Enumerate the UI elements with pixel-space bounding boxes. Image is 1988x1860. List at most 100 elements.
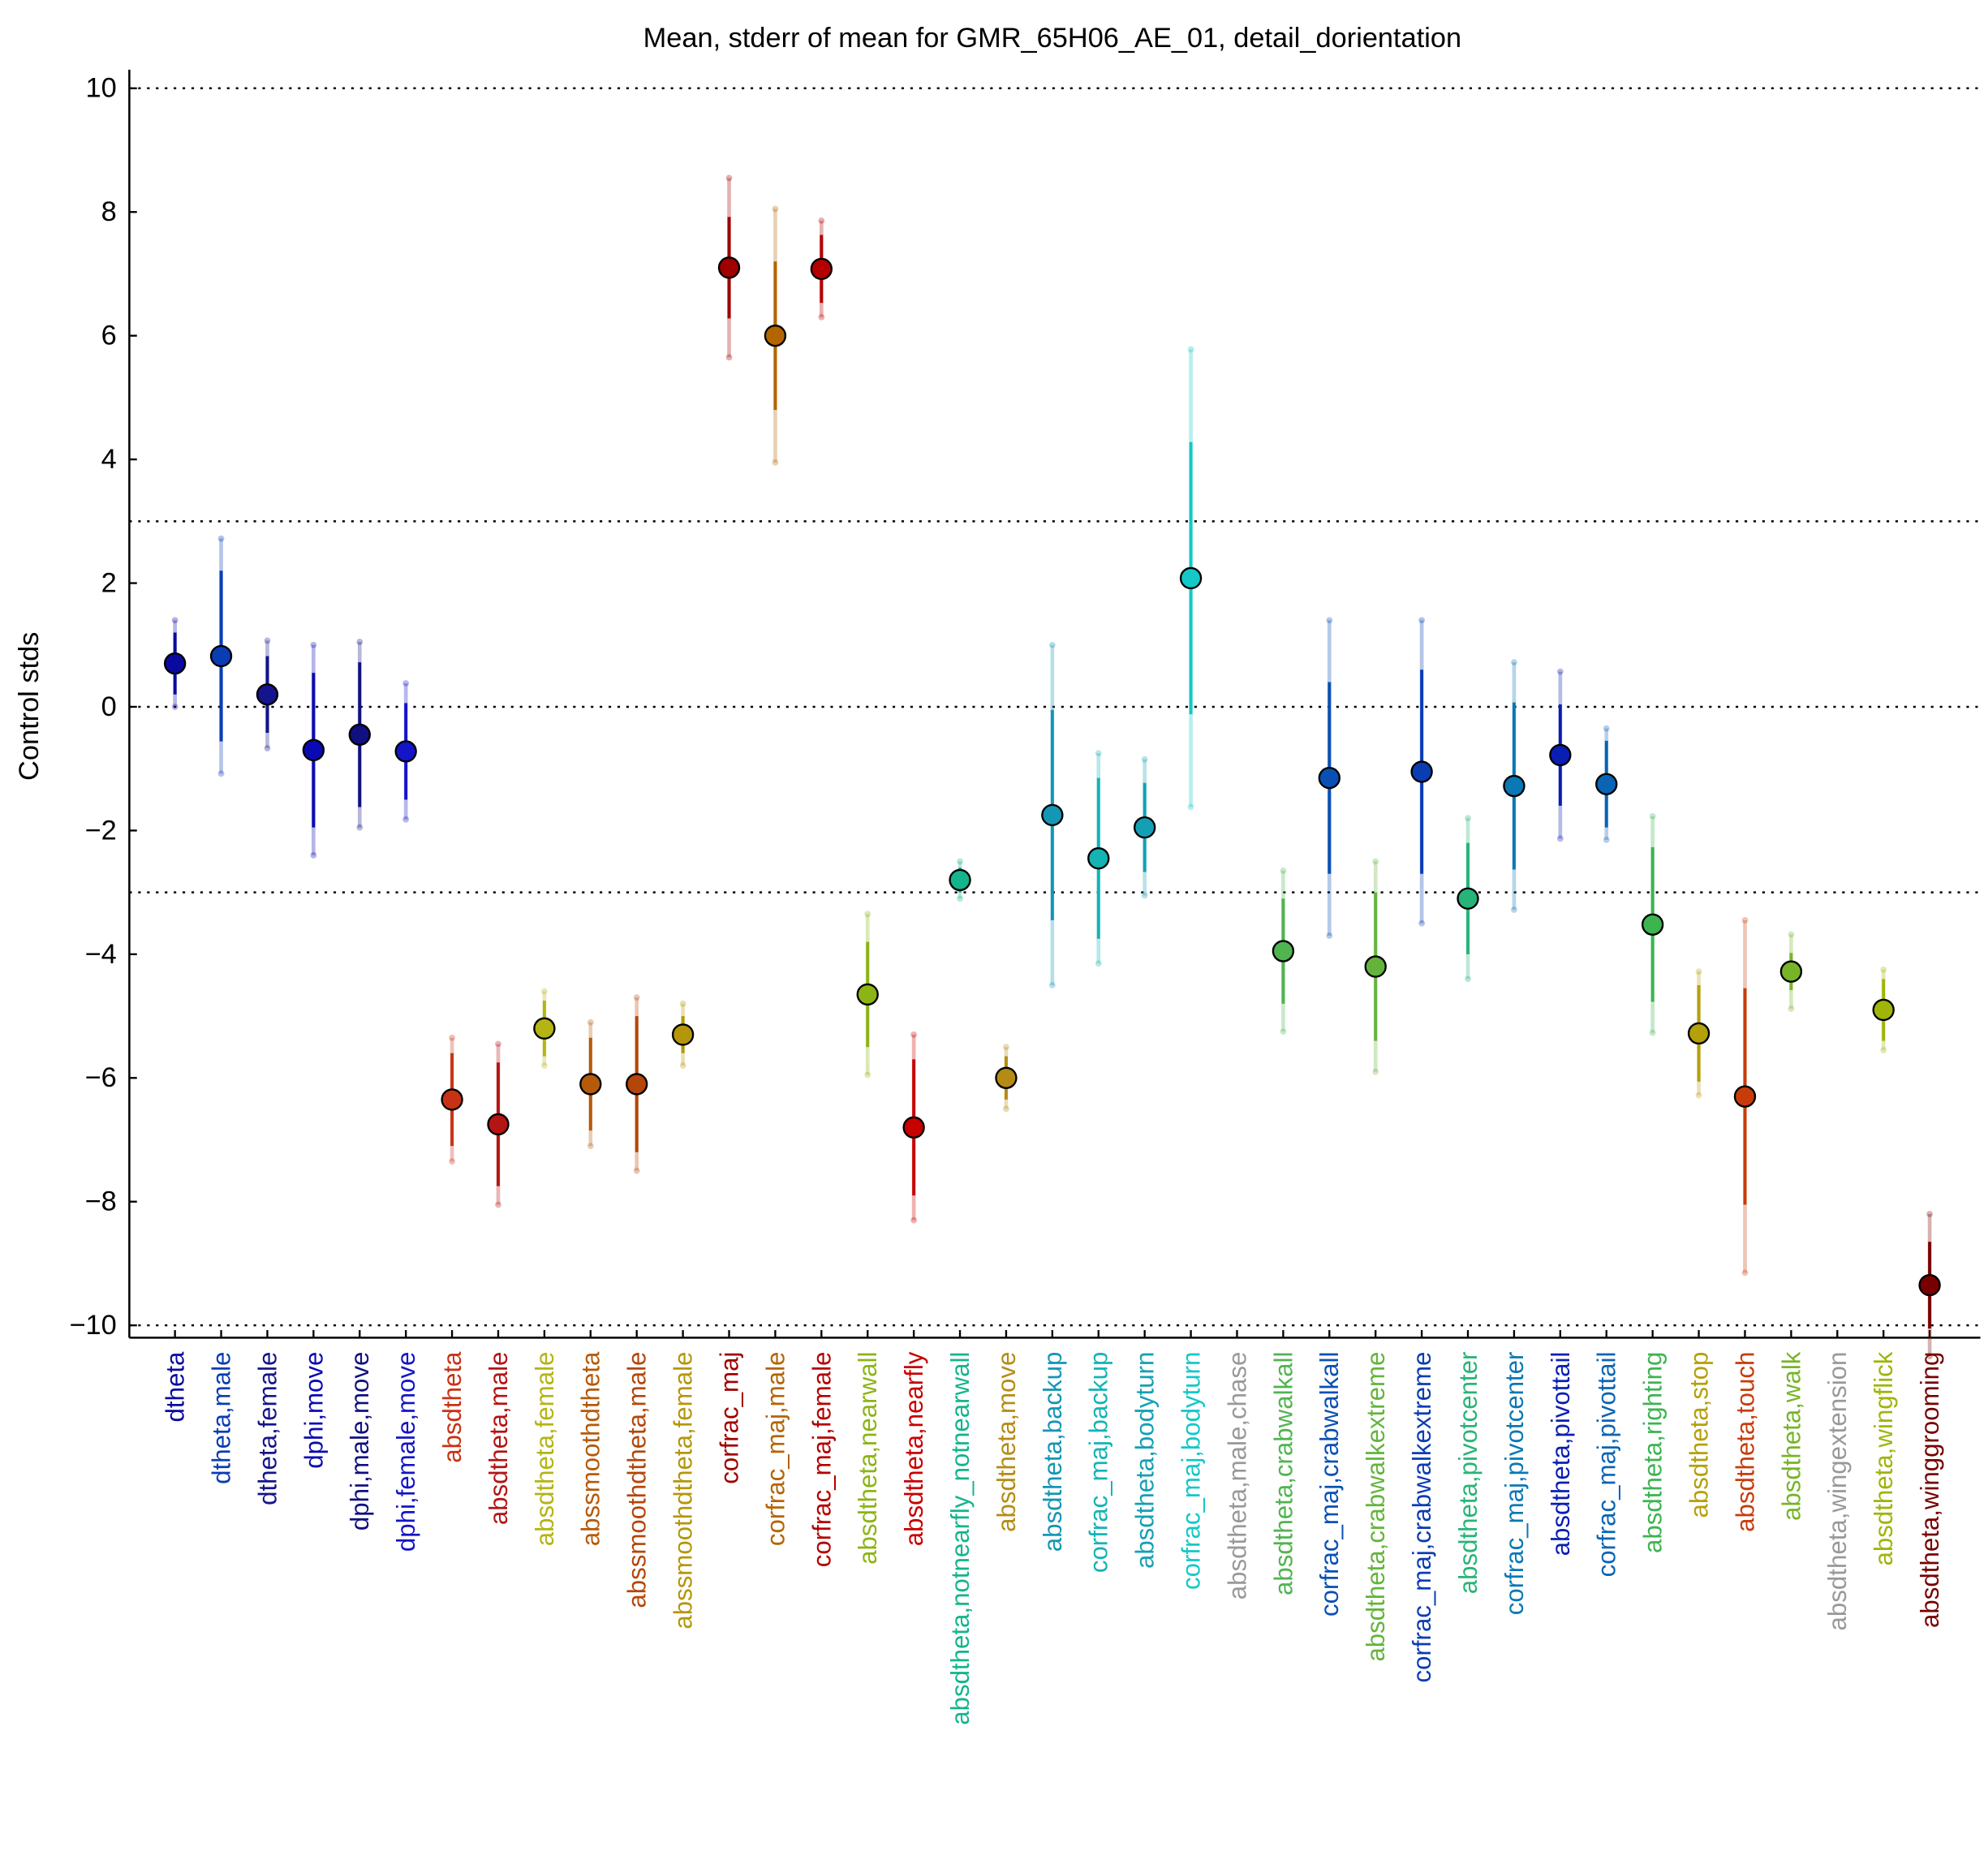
y-tick-label: −6 — [85, 1062, 117, 1093]
x-tick-label: abssmoothdtheta — [577, 1351, 605, 1546]
mean-marker — [487, 1113, 510, 1136]
mean-marker — [302, 738, 325, 762]
error-cap-light — [1418, 919, 1426, 927]
error-cap-light — [910, 1216, 918, 1224]
y-tick-label: −10 — [69, 1310, 116, 1341]
x-tick-label: absdtheta,bodyturn — [1131, 1352, 1160, 1569]
mean-marker — [1179, 566, 1203, 590]
error-cap-light — [495, 1201, 501, 1208]
x-tick-label: absdtheta,pivotcenter — [1454, 1352, 1482, 1595]
y-tick-label: 2 — [101, 567, 117, 598]
mean-marker — [163, 652, 187, 675]
mean-marker — [671, 1023, 695, 1046]
error-cap-light — [725, 174, 733, 182]
error-cap-light — [1095, 750, 1102, 757]
error-cap-light — [1280, 1028, 1287, 1035]
error-cap-light — [1880, 1047, 1887, 1053]
x-tick-label: dphi,female,move — [392, 1352, 420, 1552]
error-cap-light — [1372, 1068, 1379, 1075]
mean-marker — [1779, 960, 1803, 983]
mean-marker — [1410, 760, 1433, 783]
error-cap-light — [171, 704, 179, 710]
x-tick-label: dtheta,male — [207, 1352, 235, 1484]
error-cap-light — [1003, 1105, 1009, 1113]
mean-marker — [1641, 913, 1664, 936]
error-cap-light — [1788, 1005, 1795, 1012]
error-cap-light — [1418, 617, 1426, 624]
x-tick-label: corfrac_maj,backup — [1085, 1352, 1113, 1574]
error-cap-light — [264, 637, 271, 644]
error-cap-light — [449, 1158, 455, 1165]
x-tick-label: absdtheta,nearfly — [900, 1351, 928, 1546]
error-cap-light — [1003, 1044, 1009, 1051]
error-cap-light — [772, 459, 779, 466]
y-axis-label: Control stds — [14, 632, 45, 781]
error-cap-light — [1048, 641, 1056, 648]
x-tick-label: abssmoothdtheta,female — [669, 1352, 698, 1630]
x-tick-label: abssmoothdtheta,male — [623, 1352, 652, 1608]
x-tick-label: corfrac_maj,bodyturn — [1177, 1352, 1206, 1590]
mean-marker — [441, 1088, 463, 1111]
error-cap-light — [1603, 725, 1610, 732]
mean-marker — [1041, 803, 1064, 827]
y-tick-label: 0 — [101, 691, 117, 722]
mean-marker — [533, 1017, 556, 1040]
error-cap-light — [679, 1000, 686, 1007]
mean-marker — [949, 868, 971, 892]
error-cap-light — [1880, 967, 1887, 973]
y-tick-label: 10 — [86, 73, 117, 104]
x-tick-label: absdtheta,pivottail — [1547, 1352, 1575, 1556]
error-cap-light — [1926, 1353, 1934, 1360]
error-cap-light — [1603, 836, 1610, 843]
x-tick-label: absdtheta,touch — [1731, 1352, 1759, 1532]
error-cap-light — [310, 641, 317, 648]
error-cap-light — [356, 639, 364, 645]
y-tick-label: 6 — [101, 321, 117, 351]
error-cap-light — [1556, 835, 1564, 842]
chart-title: Mean, stderr of mean for GMR_65H06_AE_01… — [643, 23, 1461, 54]
x-tick-label: corfrac_maj,male — [761, 1352, 790, 1547]
y-tick-label: −2 — [85, 815, 117, 846]
x-tick-label: corfrac_maj,female — [807, 1352, 836, 1568]
mean-marker — [1503, 774, 1525, 798]
x-tick-label: absdtheta,notnearfly_notnearwall — [946, 1352, 975, 1725]
mean-marker — [579, 1073, 602, 1096]
x-tick-label: absdtheta — [438, 1351, 467, 1463]
error-cap-light — [1926, 1211, 1934, 1217]
mean-marker — [626, 1073, 648, 1096]
error-cap-light — [217, 535, 225, 542]
x-tick-label: absdtheta,crabwalkextreme — [1362, 1352, 1390, 1662]
x-tick-label: absdtheta,stop — [1685, 1352, 1714, 1518]
mean-marker — [856, 983, 879, 1006]
mean-marker — [1272, 940, 1295, 962]
mean-marker — [717, 256, 741, 279]
error-cap-light — [310, 852, 317, 859]
x-tick-label: corfrac_maj,crabwalkextreme — [1408, 1352, 1436, 1683]
mean-marker — [209, 644, 233, 668]
error-cap-light — [171, 617, 179, 624]
error-cap-light — [864, 1071, 871, 1079]
y-tick-label: −8 — [85, 1186, 117, 1217]
error-cap-light — [957, 858, 963, 865]
mean-marker — [1595, 773, 1618, 795]
error-cap-light — [449, 1034, 455, 1041]
mean-marker — [348, 723, 371, 746]
x-tick-label: absdtheta,male,chase — [1223, 1352, 1251, 1600]
x-tick-label: absdtheta,nearwall — [854, 1352, 882, 1565]
x-tick-label: absdtheta,wingflick — [1870, 1351, 1898, 1565]
error-cap-light — [1095, 960, 1102, 967]
error-cap-light — [1465, 975, 1471, 983]
error-cap-light — [402, 680, 410, 687]
x-tick-label: absdtheta,crabwalkall — [1269, 1352, 1297, 1595]
error-cap-light — [1649, 1029, 1656, 1036]
mean-marker — [256, 683, 279, 706]
error-cap-light — [1372, 858, 1379, 865]
error-cap-light — [1741, 1269, 1749, 1277]
y-tick-label: 4 — [101, 444, 117, 475]
error-cap-light — [402, 816, 410, 823]
error-cap-light — [264, 745, 271, 751]
error-cap-light — [1511, 659, 1517, 666]
error-cap-light — [633, 1167, 640, 1174]
error-cap-light — [1788, 931, 1795, 938]
error-cap-light — [540, 1062, 548, 1069]
